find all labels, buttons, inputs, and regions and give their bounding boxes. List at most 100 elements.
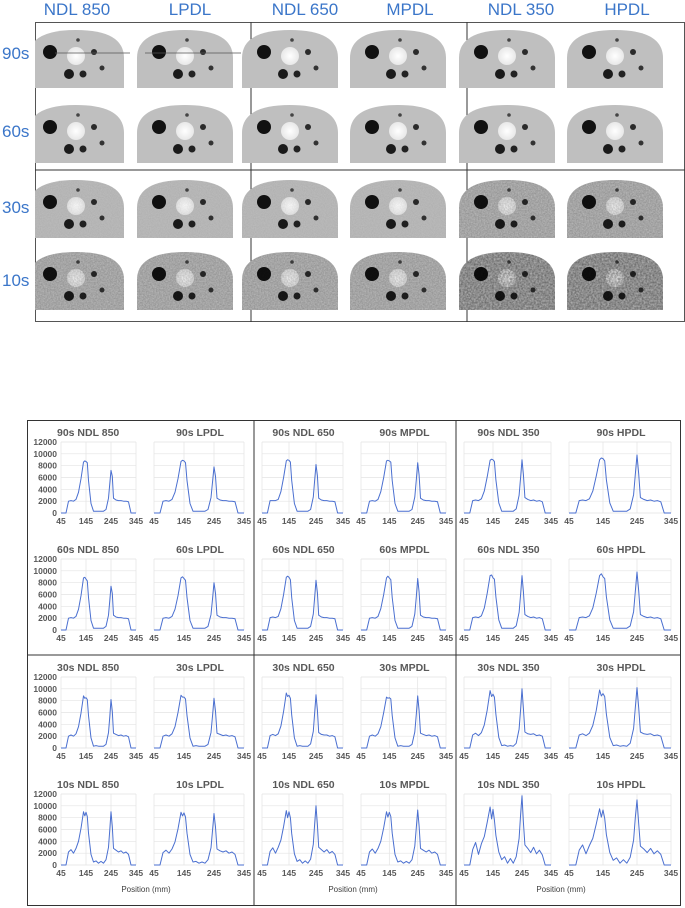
phantom-image (567, 180, 663, 238)
profile-line (61, 811, 136, 866)
x-tick-label: 345 (664, 516, 678, 526)
x-tick-label: 345 (439, 751, 453, 761)
x-tick-label: 345 (129, 868, 143, 878)
profile-line (361, 809, 446, 866)
phantom-image (350, 105, 446, 163)
profile-panel: 60s MPDL 45 145 245 345 (356, 544, 453, 643)
x-tick-label: 245 (309, 868, 323, 878)
x-tick-label: 345 (664, 633, 678, 643)
x-tick-label: 345 (336, 751, 350, 761)
x-tick-label: 45 (564, 868, 574, 878)
x-tick-label: 245 (411, 751, 425, 761)
y-tick-label: 12000 (33, 789, 57, 799)
x-axis-label: Position (mm) (328, 885, 378, 894)
profile-line (154, 694, 244, 749)
phantom-image (35, 105, 124, 163)
panel-title: 60s NDL 650 (272, 544, 334, 556)
profile-panel: 10s MPDL 45 145 245 345 Position (mm) (328, 779, 453, 894)
x-tick-label: 345 (664, 868, 678, 878)
profile-line (61, 695, 136, 749)
profile-line (154, 576, 244, 631)
x-tick-label: 145 (596, 516, 610, 526)
x-tick-label: 245 (207, 868, 221, 878)
x-tick-label: 145 (177, 516, 191, 526)
profile-panel: 10s LPDL 45 145 245 345 Position (mm) (121, 779, 251, 894)
x-tick-label: 245 (207, 516, 221, 526)
phantom-image (350, 252, 446, 310)
x-tick-label: 145 (382, 516, 396, 526)
y-tick-label: 8000 (38, 461, 57, 471)
x-tick-label: 345 (439, 868, 453, 878)
y-tick-label: 4000 (38, 836, 57, 846)
x-tick-label: 345 (439, 516, 453, 526)
x-tick-label: 245 (515, 516, 529, 526)
x-tick-label: 145 (79, 868, 93, 878)
x-tick-label: 145 (382, 633, 396, 643)
profile-panel: 30s HPDL 45 145 245 345 (564, 662, 678, 761)
profile-line (569, 799, 671, 866)
profile-line (464, 574, 551, 631)
x-tick-label: 145 (282, 868, 296, 878)
profile-panel: 90s NDL 650 45 145 245 345 (257, 427, 350, 526)
x-tick-label: 45 (257, 516, 267, 526)
x-tick-label: 245 (207, 751, 221, 761)
y-tick-label: 6000 (38, 473, 57, 483)
x-tick-label: 45 (257, 633, 267, 643)
y-tick-label: 8000 (38, 696, 57, 706)
phantom-image (137, 252, 233, 310)
x-tick-label: 345 (336, 868, 350, 878)
phantom-image (459, 252, 555, 310)
line-profile-chart-grid: 90s NDL 85002000400060008000100001200045… (27, 420, 681, 906)
x-tick-label: 345 (129, 751, 143, 761)
panel-title: 60s NDL 350 (477, 544, 539, 556)
profile-line (464, 688, 551, 749)
x-tick-label: 145 (79, 633, 93, 643)
x-tick-label: 245 (411, 516, 425, 526)
profile-line (569, 571, 671, 631)
y-tick-label: 10000 (33, 566, 57, 576)
column-label-ndl-850: NDL 850 (43, 0, 111, 19)
phantom-image (137, 30, 233, 88)
x-tick-label: 245 (630, 633, 644, 643)
panel-title: 60s LPDL (176, 544, 224, 556)
profile-panel: 90s LPDL 45 145 245 345 (149, 427, 251, 526)
y-tick-label: 2000 (38, 613, 57, 623)
x-tick-label: 345 (129, 516, 143, 526)
x-tick-label: 345 (237, 633, 251, 643)
profile-panel: 30s MPDL 45 145 245 345 (356, 662, 453, 761)
profile-panel: 30s NDL 650 45 145 245 345 (257, 662, 350, 761)
x-tick-label: 245 (309, 516, 323, 526)
panel-title: 10s LPDL (176, 779, 224, 791)
x-tick-label: 245 (207, 633, 221, 643)
x-tick-label: 45 (356, 868, 366, 878)
y-tick-label: 4000 (38, 719, 57, 729)
x-tick-label: 145 (177, 633, 191, 643)
x-tick-label: 245 (411, 633, 425, 643)
phantom-image (137, 180, 233, 238)
profile-line (262, 575, 343, 631)
x-axis-label: Position (mm) (121, 885, 171, 894)
x-tick-label: 45 (564, 633, 574, 643)
x-tick-label: 145 (177, 751, 191, 761)
phantom-image (35, 252, 124, 310)
panel-title: 10s HPDL (596, 779, 646, 791)
panel-title: 30s NDL 350 (477, 662, 539, 674)
column-label-ndl-350: NDL 350 (487, 0, 555, 19)
profile-panel: 60s HPDL 45 145 245 345 (564, 544, 678, 643)
x-tick-label: 45 (56, 516, 66, 526)
x-tick-label: 245 (515, 868, 529, 878)
x-tick-label: 45 (56, 868, 66, 878)
phantom-image (567, 252, 663, 310)
x-tick-label: 45 (459, 751, 469, 761)
x-tick-label: 245 (515, 751, 529, 761)
panel-title: 30s NDL 650 (272, 662, 334, 674)
x-tick-label: 245 (309, 751, 323, 761)
phantom-image (242, 105, 338, 163)
y-tick-label: 10000 (33, 801, 57, 811)
phantom-image (459, 105, 555, 163)
x-tick-label: 45 (257, 751, 267, 761)
y-tick-label: 0 (52, 860, 57, 870)
x-tick-label: 145 (486, 516, 500, 526)
